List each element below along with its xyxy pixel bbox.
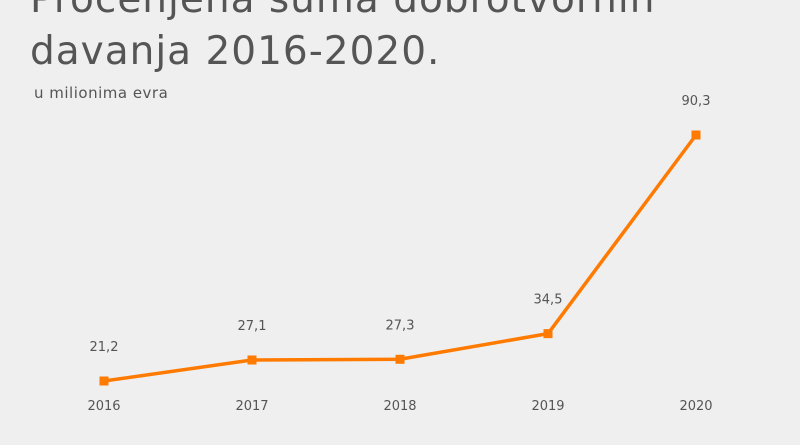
chart-subtitle: u milionima evra <box>34 84 169 102</box>
data-label-2016: 21,2 <box>90 340 119 355</box>
data-label-2018: 27,3 <box>386 318 415 333</box>
x-tick-label-2020: 2020 <box>679 399 712 414</box>
series-line <box>103 133 698 383</box>
data-point-2020 <box>691 130 701 140</box>
data-label-2017: 27,1 <box>238 319 267 334</box>
chart-title: Procenjena suma dobrotvornih davanja 201… <box>30 0 654 74</box>
x-tick-label-2018: 2018 <box>383 399 416 414</box>
x-tick-label-2019: 2019 <box>531 399 564 414</box>
data-point-2017 <box>247 355 257 365</box>
data-point-2019 <box>543 329 553 339</box>
data-point-2016 <box>99 376 109 386</box>
data-label-2019: 34,5 <box>534 293 563 308</box>
data-point-2018 <box>395 354 405 364</box>
x-tick-label-2017: 2017 <box>235 399 268 414</box>
data-label-2020: 90,3 <box>682 94 711 109</box>
x-tick-label-2016: 2016 <box>87 399 120 414</box>
